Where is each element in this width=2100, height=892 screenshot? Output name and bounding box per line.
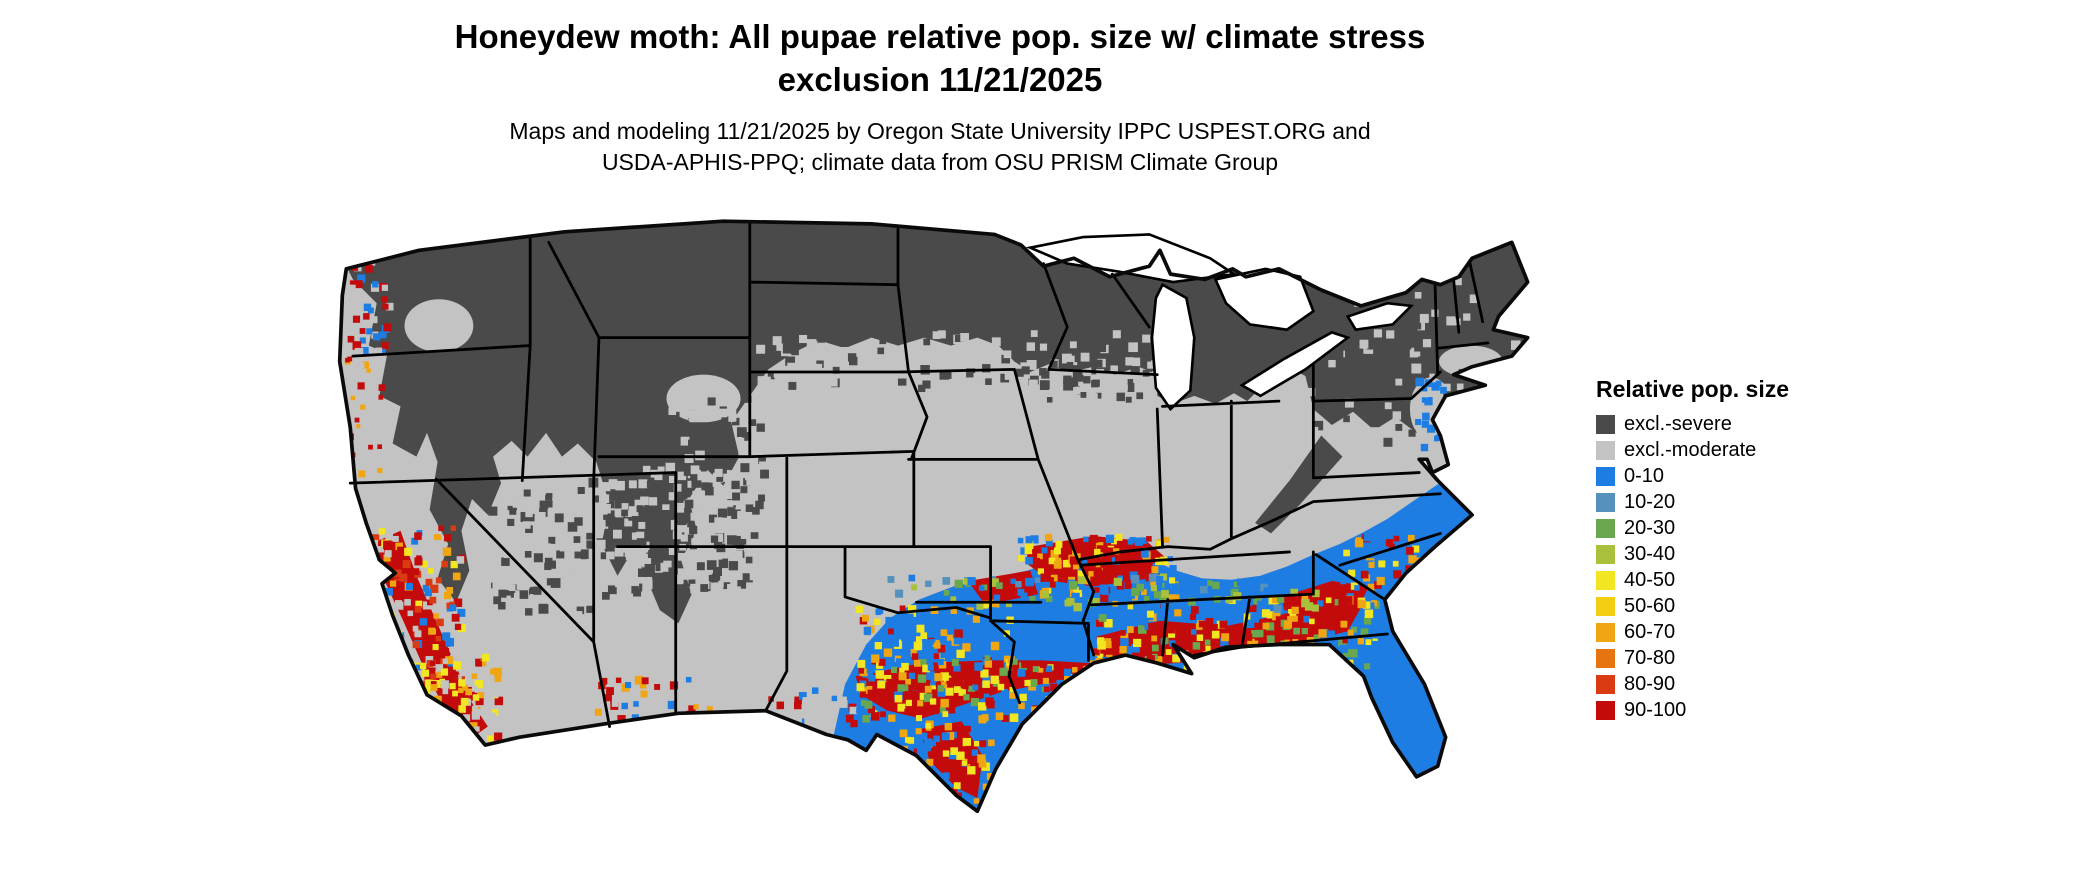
legend-item: excl.-moderate — [1596, 439, 1789, 461]
legend-label: 40-50 — [1624, 569, 1676, 591]
legend-item: 20-30 — [1596, 517, 1789, 539]
legend-item: excl.-severe — [1596, 413, 1789, 435]
page-subtitle: Maps and modeling 11/21/2025 by Oregon S… — [509, 117, 1371, 175]
legend-label: 20-30 — [1624, 517, 1676, 539]
great-lakes — [1025, 233, 1415, 412]
legend-item: 70-80 — [1596, 647, 1789, 669]
legend-label: 90-100 — [1624, 699, 1687, 721]
us-map-svg — [337, 219, 1530, 814]
wyoming-basin-patch — [666, 374, 741, 423]
page-title: Honeydew moth: All pupae relative pop. s… — [454, 18, 1426, 98]
legend-item: 30-40 — [1596, 543, 1789, 565]
legend-swatch — [1596, 571, 1615, 590]
legend-label: 10-20 — [1624, 491, 1676, 513]
legend-swatch — [1596, 649, 1615, 668]
legend-item: 80-90 — [1596, 673, 1789, 695]
legend-swatch — [1596, 545, 1615, 564]
legend-title: Relative pop. size — [1596, 376, 1790, 402]
legend-swatch — [1596, 519, 1615, 538]
legend-label: 0-10 — [1624, 465, 1665, 487]
lake-erie — [1239, 330, 1351, 398]
legend-swatch — [1596, 701, 1615, 720]
legend-item: 60-70 — [1596, 621, 1789, 643]
legend-swatch — [1596, 597, 1615, 616]
raster-speckle-layer — [344, 259, 1528, 812]
lake-ontario — [1345, 301, 1415, 332]
legend-label: excl.-severe — [1624, 413, 1732, 435]
columbia-basin-patch — [404, 299, 474, 353]
legend-label: 80-90 — [1624, 673, 1676, 695]
band-california-coast — [376, 530, 488, 740]
legend-item: 90-100 — [1596, 699, 1789, 721]
legend-item: 10-20 — [1596, 491, 1789, 513]
legend-label: 70-80 — [1624, 647, 1676, 669]
legend-swatch — [1596, 623, 1615, 642]
us-outline — [337, 219, 1530, 814]
legend-swatch — [1596, 493, 1615, 512]
legend-swatch — [1596, 415, 1615, 434]
legend-swatch — [1596, 467, 1615, 486]
legend-swatch — [1596, 441, 1615, 460]
legend-item: 40-50 — [1596, 569, 1789, 591]
legend-item: 0-10 — [1596, 465, 1789, 487]
us-map — [300, 200, 1570, 888]
map-raster-layers — [339, 221, 1528, 812]
title-block: Honeydew moth: All pupae relative pop. s… — [400, 16, 1480, 178]
lake-superior — [1025, 233, 1238, 284]
legend-label: 60-70 — [1624, 621, 1676, 643]
legend-swatch — [1596, 675, 1615, 694]
appalachian-exclusion-patch — [1255, 435, 1343, 534]
legend-label: 50-60 — [1624, 595, 1676, 617]
legend: Relative pop. size excl.-severe excl.-mo… — [1596, 376, 1789, 727]
legend-item: 50-60 — [1596, 595, 1789, 617]
legend-label: 30-40 — [1624, 543, 1676, 565]
band-florida-spine — [1239, 747, 1301, 812]
legend-label: excl.-moderate — [1624, 439, 1757, 461]
state-borders — [348, 222, 1490, 728]
lake-michigan — [1150, 282, 1196, 412]
